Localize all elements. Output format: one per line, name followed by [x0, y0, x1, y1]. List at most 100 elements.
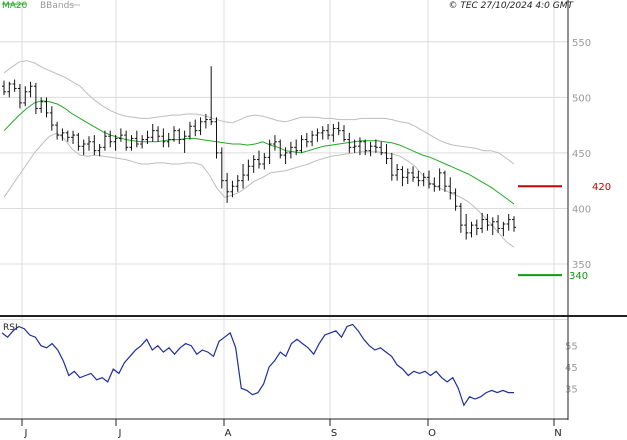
price-bar: [331, 124, 336, 142]
price-bar: [342, 125, 346, 142]
price-bar: [363, 139, 368, 156]
price-bar: [17, 84, 22, 109]
price-bar: [246, 159, 251, 181]
price-bar: [198, 117, 203, 136]
price-bar: [416, 170, 421, 187]
price-tick-label: 500: [572, 93, 591, 104]
price-bar: [448, 177, 453, 200]
copyright-text: © TEC 27/10/2024 4:0 GMT: [448, 1, 574, 11]
month-label: J: [24, 428, 28, 439]
price-bar: [464, 214, 469, 240]
price-bar: [262, 152, 267, 170]
price-bar: [81, 139, 86, 156]
price-bar: [315, 128, 320, 142]
price-bar: [92, 135, 97, 156]
price-bar: [28, 81, 33, 98]
price-tick-label: 400: [572, 204, 591, 215]
bband-upper-line: [3, 60, 515, 165]
price-bar: [177, 128, 182, 144]
price-bar: [39, 97, 44, 113]
price-bar: [490, 217, 495, 236]
price-bar: [124, 130, 129, 151]
price-bar: [23, 86, 28, 107]
price-bar: [44, 97, 49, 118]
price-bar: [145, 130, 150, 144]
price-bar: [336, 121, 341, 136]
price-bar: [129, 135, 134, 151]
rsi-tick-label: 45: [565, 363, 578, 374]
price-bar: [267, 139, 272, 164]
price-bar: [480, 212, 485, 233]
price-bar: [71, 130, 76, 144]
price-bar: [251, 155, 256, 173]
price-bar: [368, 141, 373, 157]
legend-bbands: BBands: [40, 1, 74, 11]
price-bar: [209, 66, 214, 126]
rsi-tick-label: 55: [565, 342, 578, 353]
price-bar: [400, 166, 405, 187]
legend-ma: MA20: [2, 1, 28, 11]
price-bar: [76, 132, 81, 151]
price-bar: [453, 188, 458, 211]
price-bar: [113, 135, 118, 151]
price-bar: [501, 221, 506, 237]
price-bar: [7, 81, 12, 98]
price-bar: [326, 124, 331, 140]
price-bar: [411, 166, 416, 182]
price-bar: [118, 128, 123, 142]
price-bar: [496, 215, 501, 233]
price-bar: [219, 147, 224, 189]
price-bar: [2, 80, 6, 96]
moving-average: [3, 100, 515, 205]
price-bar: [357, 137, 362, 156]
month-label: N: [554, 428, 561, 439]
price-tick-label: 450: [572, 149, 591, 160]
month-label: J: [118, 428, 122, 439]
support-level-label: 340: [569, 271, 588, 282]
rsi-tick-label: 35: [565, 384, 578, 395]
price-bar: [421, 172, 426, 187]
price-bar: [389, 152, 394, 181]
price-bar: [241, 164, 246, 189]
price-bar: [485, 214, 490, 231]
price-bar: [55, 121, 60, 140]
price-bar: [49, 106, 54, 131]
price-bar: [379, 141, 384, 156]
price-bar: [108, 130, 113, 148]
price-bar: [373, 139, 378, 153]
price-bar: [225, 172, 230, 203]
price-bar: [166, 132, 171, 148]
price-bar: [469, 221, 474, 238]
price-bar: [172, 126, 176, 142]
price-bar: [347, 132, 352, 153]
price-bar: [257, 150, 261, 169]
price-bar: [310, 130, 315, 147]
price-bar: [235, 175, 240, 192]
price-bar: [182, 130, 187, 153]
price-bar: [140, 135, 145, 149]
rsi-panel: [1, 323, 514, 407]
price-bar: [193, 119, 198, 137]
price-bar: [437, 168, 442, 191]
rsi-title: RSI: [3, 323, 18, 333]
price-bar: [187, 121, 192, 140]
price-bar: [161, 128, 166, 148]
price-bar: [278, 139, 283, 159]
month-label: S: [331, 428, 337, 439]
price-bar: [512, 216, 516, 232]
grid: [0, 0, 568, 419]
bband-lower-line: [3, 132, 515, 248]
price-bar: [427, 170, 431, 189]
price-bar: [458, 202, 463, 233]
price-bar: [203, 114, 208, 129]
price-bar: [214, 117, 219, 159]
price-bar: [384, 144, 389, 164]
price-bar: [294, 139, 299, 156]
price-bar: [12, 79, 17, 92]
ma20-line: [3, 100, 515, 205]
price-bar: [65, 130, 70, 142]
rsi-line: [1, 323, 514, 407]
price-bar: [304, 132, 309, 148]
price-bar: [299, 135, 304, 153]
